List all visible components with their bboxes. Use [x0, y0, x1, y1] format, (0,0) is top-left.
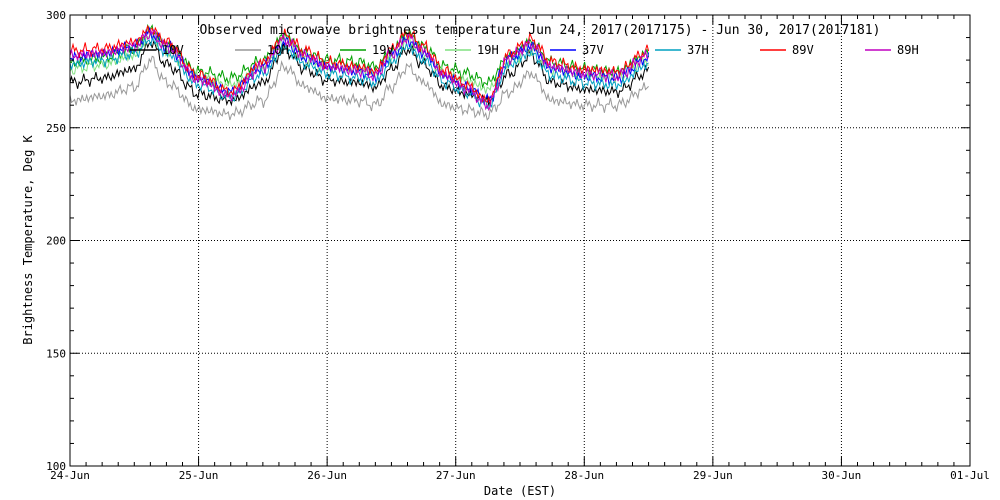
x-tick-label: 26-Jun — [307, 469, 347, 482]
y-tick-label: 100 — [46, 460, 66, 473]
series-line-37h — [69, 37, 649, 110]
axis-ticks: 24-Jun 25-Jun 26-Jun 27-Jun 28-Jun 29-Jun 30-J… — [46, 9, 990, 482]
x-tick-label: 30-Jun — [822, 469, 862, 482]
chart-title: Observed microwave brightness temperatur… — [200, 23, 881, 38]
y-tick-label: 250 — [46, 122, 66, 135]
legend-label-37v: 37V — [582, 43, 604, 57]
x-tick-label: 29-Jun — [693, 469, 733, 482]
legend-label-89h: 89H — [897, 43, 919, 57]
series-line-10v — [69, 39, 650, 107]
legend-label-10v: 10V — [162, 43, 184, 57]
series-lines — [69, 23, 650, 121]
x-tick-label: 01-Jul — [950, 469, 990, 482]
y-tick-label: 150 — [46, 347, 66, 360]
legend: 10V 10H 19V 19H 37V 37H 89V 89H — [130, 43, 919, 57]
legend-label-10h: 10H — [267, 43, 289, 57]
y-tick-label: 200 — [46, 235, 66, 248]
x-tick-label: 27-Jun — [436, 469, 476, 482]
x-tick-label: 25-Jun — [179, 469, 219, 482]
legend-label-19v: 19V — [372, 43, 394, 57]
x-tick-label: 24-Jun — [50, 469, 90, 482]
series-line-37v — [69, 26, 650, 106]
series-line-89h — [69, 28, 649, 112]
legend-label-89v: 89V — [792, 43, 814, 57]
y-axis-title: Brightness Temperature, Deg K — [21, 134, 35, 344]
series-line-10h — [69, 55, 649, 121]
y-tick-label: 300 — [46, 9, 66, 22]
series-line-89v — [69, 25, 650, 105]
legend-label-19h: 19H — [477, 43, 499, 57]
legend-label-37h: 37H — [687, 43, 709, 57]
x-axis-title: Date (EST) — [484, 484, 556, 498]
x-tick-label: 28-Jun — [564, 469, 604, 482]
